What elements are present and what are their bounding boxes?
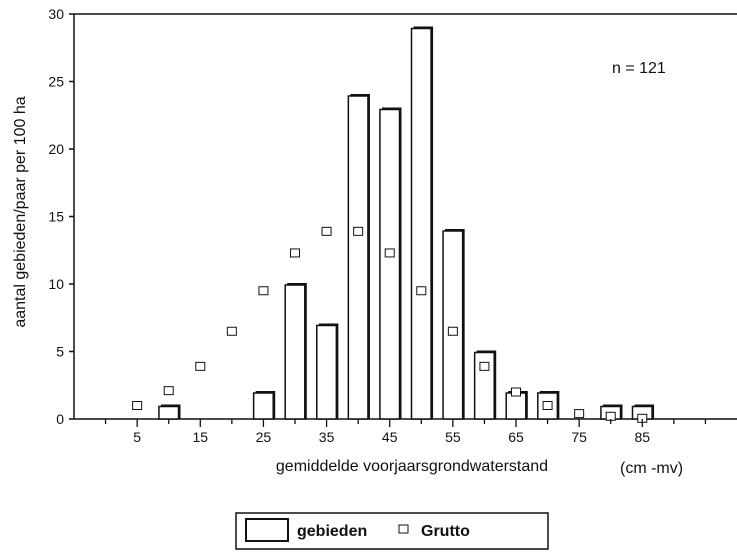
bar (284, 284, 306, 420)
x-tick-label: 75 (571, 429, 587, 445)
grutto-point (132, 401, 143, 410)
annotation-n: n = 121 (612, 60, 666, 77)
x-tick-label: 55 (445, 429, 461, 445)
grutto-point (479, 361, 490, 371)
x-axis-unit: (cm -mv) (620, 460, 683, 477)
y-tick-label: 10 (48, 276, 64, 292)
bar (316, 324, 338, 420)
bar (379, 108, 401, 420)
scatter-series-grutto (132, 226, 648, 423)
bar (442, 230, 464, 420)
x-tick-label: 15 (192, 429, 208, 445)
x-tick-label: 35 (319, 429, 335, 445)
grutto-point (258, 286, 269, 296)
grutto-point (447, 326, 458, 336)
y-tick-label: 0 (56, 411, 64, 427)
bar-series-gebieden (158, 26, 655, 420)
y-axis-ticks: 0 5 10 15 20 25 30 (48, 6, 74, 427)
grutto-point (416, 286, 427, 296)
grutto-point (163, 386, 174, 396)
grutto-point (290, 248, 300, 258)
grutto-point (384, 248, 395, 258)
y-tick-label: 15 (48, 209, 64, 225)
grutto-point (574, 409, 585, 419)
y-tick-label: 5 (56, 344, 64, 360)
bar (410, 27, 432, 420)
y-tick-label: 30 (48, 6, 64, 22)
grutto-point (542, 401, 553, 410)
y-axis-title: aantal gebieden/paar per 100 ha (12, 96, 29, 327)
legend-marker-grutto (398, 524, 409, 534)
y-tick-label: 20 (48, 141, 64, 157)
legend-label-gebieden: gebieden (297, 523, 367, 540)
legend-label-grutto: Grutto (421, 523, 470, 540)
x-tick-label: 85 (634, 429, 650, 445)
legend-swatch-gebieden (245, 518, 289, 542)
grutto-point (321, 226, 332, 236)
x-tick-label: 5 (133, 429, 141, 445)
bar (505, 392, 527, 420)
grutto-point (195, 361, 206, 371)
x-tick-label: 45 (382, 429, 398, 445)
x-tick-label: 65 (508, 429, 524, 445)
grutto-point (226, 326, 237, 336)
legend: gebieden Grutto (235, 512, 549, 550)
grutto-point (511, 387, 521, 397)
x-axis-ticks: 5 15 25 35 45 55 65 75 85 (104, 419, 707, 445)
grutto-point (353, 226, 364, 236)
x-axis-title: gemiddelde voorjaarsgrondwaterstand (276, 458, 548, 475)
bar (158, 405, 180, 420)
y-tick-label: 25 (48, 74, 64, 90)
x-tick-label: 25 (256, 429, 272, 445)
bar (347, 95, 369, 420)
bar (252, 392, 274, 420)
